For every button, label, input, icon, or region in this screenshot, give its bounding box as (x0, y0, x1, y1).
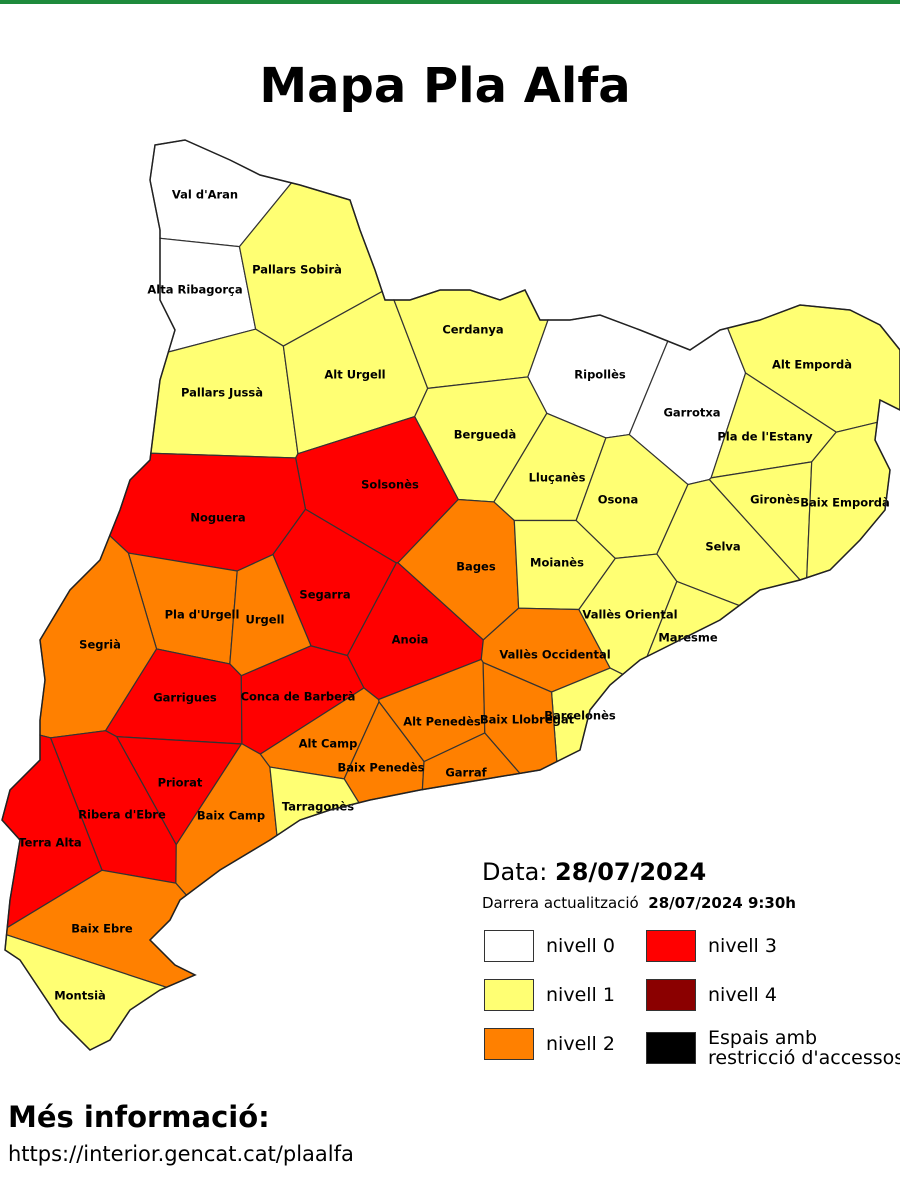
region-label: Baix Empordà (800, 496, 890, 510)
legend-label: nivell 2 (546, 1033, 615, 1055)
region-label: Barcelonès (544, 709, 616, 723)
region-label: Maresme (658, 631, 718, 645)
region-label: Lluçanès (529, 471, 586, 485)
region-label: Cerdanya (442, 323, 503, 337)
top-bar (0, 0, 900, 4)
legend-label: nivell 4 (708, 984, 777, 1006)
title: Mapa Pla Alfa (259, 58, 631, 114)
legend-item: nivell 1 (484, 979, 615, 1011)
region-label: Pla d'Urgell (165, 608, 240, 622)
legend-item: nivell 2 (484, 1028, 615, 1060)
region-label: Alt Camp (299, 737, 358, 751)
region-label: Garraf (445, 766, 487, 780)
date: 28/07/2024 (555, 858, 707, 886)
date-label: Data: (482, 858, 548, 886)
update-line: Darrera actualització 28/07/2024 9:30h (482, 894, 900, 912)
update: 28/07/2024 9:30h (648, 894, 796, 912)
date-info: Data: 28/07/2024 Darrera actualització 2… (482, 858, 900, 912)
region-label: Pallars Sobirà (252, 263, 342, 277)
region-label: Alt Empordà (772, 358, 852, 372)
legend-swatch (484, 1028, 534, 1060)
region-label: Garrigues (153, 691, 217, 705)
region-label: Selva (705, 540, 740, 554)
more-info-url[interactable]: https://interior.gencat.cat/plaalfa (8, 1142, 354, 1166)
legend-swatch (646, 1032, 696, 1064)
legend-swatch (646, 979, 696, 1011)
legend-label: nivell 1 (546, 984, 615, 1006)
legend: nivell 0 nivell 1 nivell 2 nivell 3 nivell 4… (484, 930, 900, 1070)
region-label: Vallès Oriental (582, 608, 677, 622)
outline (1, 139, 900, 1051)
region-label: Garrotxa (663, 406, 720, 420)
region-label: Terra Alta (18, 836, 81, 850)
legend-item: Espais amb restricció d'accessos (646, 1028, 900, 1068)
region-label: Baix Llobregat (480, 713, 575, 727)
legend-label: Espais amb restricció d'accessos (708, 1027, 900, 1069)
region-labels: Val d'Aran Alta Ribagorça Pallars Sobirà Pa… (18, 188, 889, 1003)
region-label: Pla de l'Estany (717, 430, 813, 444)
region-label: Alt Urgell (324, 368, 385, 382)
legend-item: nivell 4 (646, 979, 777, 1011)
legend-swatch (646, 930, 696, 962)
legend-item: nivell 3 (646, 930, 777, 962)
update-label: Darrera actualització (482, 894, 639, 912)
region-label: Ribera d'Ebre (78, 808, 166, 822)
region-label: Baix Ebre (71, 922, 133, 936)
more-info-heading: Més informació: (8, 1100, 270, 1134)
region-label: Priorat (158, 776, 203, 790)
region-label: Berguedà (454, 428, 516, 442)
legend-item: nivell 0 (484, 930, 615, 962)
legend-label: nivell 3 (708, 935, 777, 957)
region-label: Val d'Aran (172, 188, 238, 202)
region-label: Baix Penedès (338, 761, 425, 775)
region-label: Anoia (392, 633, 429, 647)
region-label: Ripollès (574, 368, 626, 382)
region-label: Conca de Barberà (241, 690, 356, 704)
date-line: Data: 28/07/2024 (482, 858, 900, 886)
region-label: Noguera (190, 511, 245, 525)
region-label: Gironès (750, 493, 800, 507)
region-label: Segarra (299, 588, 350, 602)
region-label: Segrià (79, 638, 121, 652)
region-label: Baix Camp (197, 809, 265, 823)
region-label: Alt Penedès (403, 715, 481, 729)
region-label: Osona (598, 493, 638, 507)
region-label: Tarragonès (282, 800, 354, 814)
region-label: Moianès (530, 556, 584, 570)
region-label: Alta Ribagorça (147, 283, 242, 297)
region-label: Vallès Occidental (499, 648, 610, 662)
region-label: Urgell (246, 613, 285, 627)
map: Val d'Aran Alta Ribagorça Pallars Sobirà Pa… (1, 139, 900, 1051)
legend-swatch (484, 930, 534, 962)
region-label: Solsonès (361, 478, 419, 492)
region-label: Bages (456, 560, 496, 574)
region-label: Montsià (54, 989, 106, 1003)
region-label: Pallars Jussà (181, 386, 263, 400)
legend-label: nivell 0 (546, 935, 615, 957)
legend-swatch (484, 979, 534, 1011)
regions (1, 139, 900, 1051)
